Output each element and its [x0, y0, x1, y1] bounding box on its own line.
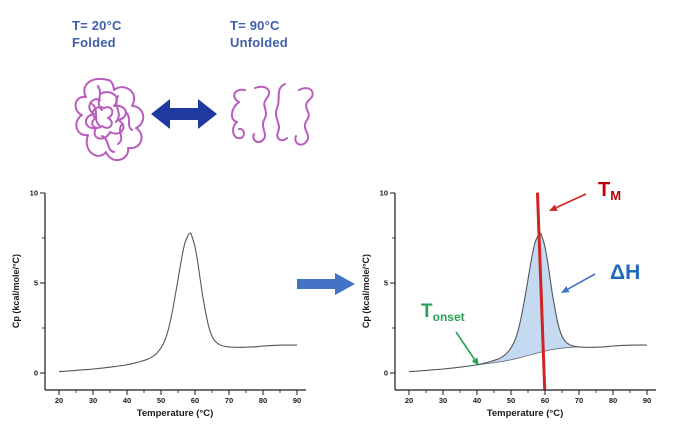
dsc-thermogram-annotated-chart: 20 30 40 50 60 70 80 90 0 5 10 Temperature (°C) Cp (…: [361, 179, 656, 419]
tm-label-arrow-head: [549, 204, 558, 211]
y-tick-label: 10: [380, 189, 388, 198]
x-tick-label: 70: [225, 396, 233, 405]
tm-label: TM: [598, 179, 621, 203]
transform-arrow-icon: [297, 273, 355, 295]
dsc-thermogram-chart: 20 30 40 50 60 70 80 90 0 5 10 Temperature (°C) Cp (…: [11, 189, 306, 419]
dsc-curve: [408, 232, 647, 373]
x-tick-label: 80: [259, 396, 267, 405]
y-tick-label: 0: [384, 369, 388, 378]
y-axis-label: Cp (kcal/mole/°C): [361, 254, 371, 328]
x-tick-label: 70: [575, 396, 583, 405]
protein-loop: [91, 106, 114, 129]
unfolded-state-label: T= 90°C Unfolded: [230, 18, 288, 52]
protein-strand: [231, 88, 246, 140]
x-axis-label: Temperature (°C): [487, 408, 563, 419]
x-tick-label: 60: [541, 396, 549, 405]
x-tick-label: 80: [609, 396, 617, 405]
dsc-curve: [58, 232, 297, 373]
x-tick-label: 30: [439, 396, 447, 405]
protein-squiggle: [91, 85, 133, 153]
tm-label-subscript: M: [610, 188, 621, 203]
delta-h-label-arrow-head: [561, 286, 570, 293]
tm-label-arrow-line: [555, 193, 587, 209]
folded-temp-text: T= 20°C: [72, 18, 122, 33]
delta-h-label-arrow-line: [567, 273, 596, 290]
x-tick-label: 30: [89, 396, 97, 405]
equilibrium-double-arrow-icon: [151, 99, 217, 129]
t-onset-label: Tonset: [421, 301, 465, 324]
x-tick-label: 60: [191, 396, 199, 405]
unfolded-temp-text: T= 90°C: [230, 18, 280, 33]
folded-state-label: T= 20°C Folded: [72, 18, 122, 52]
delta-h-label: ΔH: [610, 261, 640, 284]
x-tick-label: 50: [157, 396, 165, 405]
folded-protein-illustration: [74, 77, 145, 162]
x-tick-label: 90: [643, 396, 651, 405]
t-onset-label-arrow-head: [471, 357, 479, 366]
y-tick-label: 0: [34, 369, 38, 378]
t-onset-label-subscript: onset: [433, 310, 465, 324]
y-tick-label: 10: [30, 189, 38, 198]
shaded-enthalpy-area: [477, 233, 583, 365]
x-tick-label: 40: [123, 396, 131, 405]
double-arrow-shape: [151, 99, 217, 129]
y-tick-label: 5: [34, 279, 38, 288]
x-tick-label: 50: [507, 396, 515, 405]
baseline-curve: [476, 346, 583, 366]
x-tick-label: 40: [473, 396, 481, 405]
protein-strand: [275, 83, 288, 142]
unfolded-state-text: Unfolded: [230, 34, 288, 50]
y-axis-label: Cp (kcal/mole/°C): [11, 254, 21, 328]
folded-state-text: Folded: [72, 34, 116, 50]
t-onset-label-arrow-line: [455, 331, 476, 360]
x-tick-label: 20: [55, 396, 63, 405]
protein-loop: [74, 77, 145, 162]
protein-strand: [252, 85, 271, 144]
protein-loop: [85, 91, 127, 140]
x-axis-label: Temperature (°C): [137, 408, 213, 419]
right-arrow-shape: [297, 273, 355, 295]
unfolded-protein-illustration: [231, 83, 314, 146]
y-tick-label: 5: [384, 279, 388, 288]
tm-line: [536, 192, 547, 390]
x-tick-label: 20: [405, 396, 413, 405]
protein-strand: [294, 87, 314, 146]
x-tick-label: 90: [293, 396, 301, 405]
